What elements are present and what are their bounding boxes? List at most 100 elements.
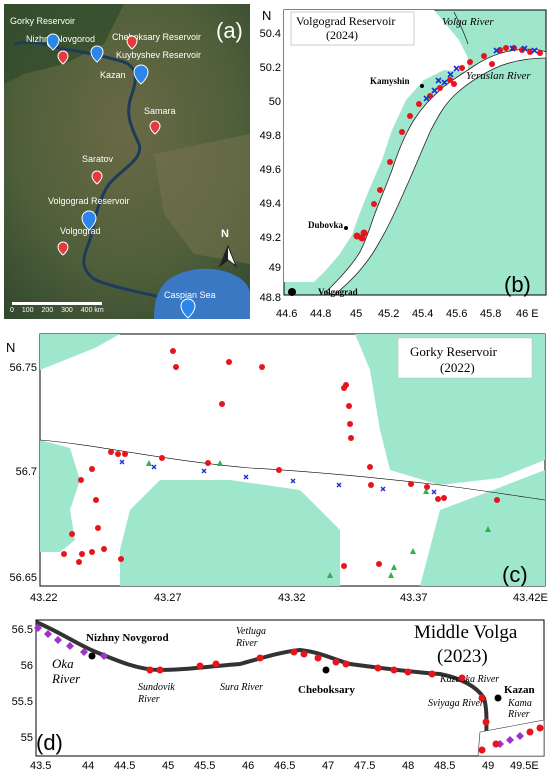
panel-b-title: Volgograd Reservoir [296, 14, 396, 28]
city-kazan: Kazan [504, 684, 535, 696]
y-tick-50.2: 50.2 [259, 62, 281, 74]
scale-bar-labels: 0 100 200 300 400 km [10, 307, 104, 314]
gorky-red-points [61, 348, 500, 569]
place-caspian-sea: Caspian Sea [164, 290, 216, 300]
x-tick-49: 49 [482, 760, 495, 772]
x-tick-45.2: 45.2 [378, 308, 400, 320]
y-tick-49: 49 [268, 262, 281, 274]
y-tick-56.65: 56.65 [9, 572, 37, 584]
panel-c-y-axis: 56.75 56.7 56.65 [0, 330, 40, 605]
panel-b-north: N [262, 8, 272, 23]
place-kazan: Kazan [100, 70, 126, 80]
river-kama: Kama River [508, 698, 532, 720]
gorky-map-svg [39, 333, 546, 587]
place-kuybyshev-reservoir: Kuybyshev Reservoir [116, 50, 202, 60]
panel-b-label: (b) [504, 272, 531, 297]
x-tick-44.8: 44.8 [310, 308, 332, 320]
purple-points [34, 624, 524, 748]
pin-volgograd-reservoir-icon[interactable] [81, 210, 97, 231]
panel-c-gorky-map: Gorky Reservoir (2022) N (c) 56.75 [0, 330, 550, 605]
river-kazanka: Kazanka River [440, 674, 500, 685]
x-tick-45.4: 45.4 [412, 308, 434, 320]
panel-b-points [288, 45, 543, 296]
y-tick-50.4: 50.4 [259, 28, 281, 40]
x-tick-43.22: 43.22 [30, 592, 58, 604]
panel-b-volgograd-map: Volgograd Reservoir (2024) N Volga River… [254, 0, 550, 325]
x-tick-49.5e: 49.5E [510, 760, 539, 772]
river-vetluga: Vetluga River [236, 626, 266, 649]
x-tick-44.5: 44.5 [114, 760, 136, 772]
river-oka: Oka River [52, 656, 81, 686]
town-dot-kamyshin [420, 84, 424, 88]
place-volgograd: Volgograd [60, 226, 101, 236]
pin-cheboksary-icon[interactable] [90, 45, 104, 63]
city-dot-cheboksary [322, 666, 330, 674]
place-cheboksary-reservoir: Cheboksary Reservoir [112, 32, 202, 42]
title-box [290, 11, 415, 46]
x-tick-44: 44 [82, 760, 95, 772]
x-tick-43.32: 43.32 [278, 592, 306, 604]
x-tick-45: 45 [162, 760, 175, 772]
x-tick-48.5: 48.5 [434, 760, 456, 772]
scale-label-200: 200 [41, 307, 54, 314]
panel-d-x-axis: 43.5 44 44.5 45 45.5 46 46.5 47 47.5 48 … [0, 760, 550, 774]
town-dot-dubovka [344, 226, 348, 230]
town-dubovka: Dubovka [308, 220, 344, 230]
place-gorky-reservoir: Gorky Reservoir [10, 16, 76, 26]
y-tick-55: 55 [20, 732, 33, 744]
panel-d-label: (d) [36, 730, 63, 755]
pin-saratov-icon[interactable] [91, 170, 103, 185]
city-dot-nizhny [88, 652, 96, 660]
y-tick-56: 56 [20, 660, 33, 672]
place-nizhny-novgorod: Nizhny Novgorod [26, 34, 96, 44]
x-tick-45: 45 [350, 308, 363, 320]
pin-volgograd-icon[interactable] [57, 241, 69, 256]
scale-label-400: 400 km [80, 307, 104, 314]
x-tick-46e: 46 E [516, 308, 539, 320]
y-tick-55.5: 55.5 [11, 696, 33, 708]
place-saratov: Saratov [82, 154, 114, 164]
y-tick-49.6: 49.6 [259, 164, 281, 176]
x-tick-43.37: 43.37 [400, 592, 428, 604]
place-samara: Samara [144, 106, 176, 116]
label-volga-river: Volga River [442, 16, 494, 28]
panel-d-y-axis: 56.5 56 55.5 55 [0, 612, 36, 777]
pin-caspian-sea-icon[interactable] [180, 298, 196, 319]
label-yeruslan-river: Yeruslan River [466, 70, 531, 82]
gorky-blue-crosses [119, 459, 437, 495]
pin-samara-icon[interactable] [149, 120, 161, 135]
panel-a-north-label: N [221, 228, 229, 240]
north-arrow-icon [218, 244, 238, 268]
pin-cheboksary-red-icon[interactable] [126, 35, 138, 50]
panel-c-north: N [6, 340, 16, 355]
panel-d-title: Middle Volga [414, 622, 518, 643]
pin-nizhny-novgorod-icon[interactable] [46, 33, 60, 51]
panel-a-satellite-map: (a) Gorky Reservoir Nizhny Novgorod Cheb… [4, 4, 250, 319]
pin-kazan-icon[interactable] [133, 64, 149, 85]
pin-gorky-red-icon[interactable] [57, 50, 69, 65]
y-tick-49.4: 49.4 [259, 198, 281, 210]
place-volgograd-reservoir: Volgograd Reservoir [48, 196, 130, 206]
panel-d-year: (2023) [437, 646, 488, 667]
town-dot-volgograd [288, 288, 296, 296]
panel-c-title: Gorky Reservoir [410, 344, 498, 359]
x-tick-43.42e: 43.42E [513, 592, 548, 604]
city-nizhny-novgorod: Nizhny Novgorod [86, 632, 169, 644]
y-tick-50: 50 [268, 96, 281, 108]
x-tick-44.6: 44.6 [276, 308, 298, 320]
x-tick-47.5: 47.5 [354, 760, 376, 772]
x-tick-48: 48 [402, 760, 415, 772]
city-dot-kazan [494, 694, 502, 702]
panel-c-year: (2022) [440, 360, 475, 375]
town-volgograd: Volgograd [318, 287, 358, 297]
y-tick-49.2: 49.2 [259, 232, 281, 244]
volga-red-points [146, 648, 544, 754]
x-tick-47: 47 [322, 760, 335, 772]
x-tick-45.5: 45.5 [194, 760, 216, 772]
volga-river-body [325, 48, 547, 296]
sample-points-blue-cross [423, 45, 538, 102]
x-tick-43.27: 43.27 [154, 592, 182, 604]
x-tick-46.5: 46.5 [274, 760, 296, 772]
x-tick-43.5: 43.5 [30, 760, 52, 772]
scale-label-100: 100 [21, 307, 34, 314]
